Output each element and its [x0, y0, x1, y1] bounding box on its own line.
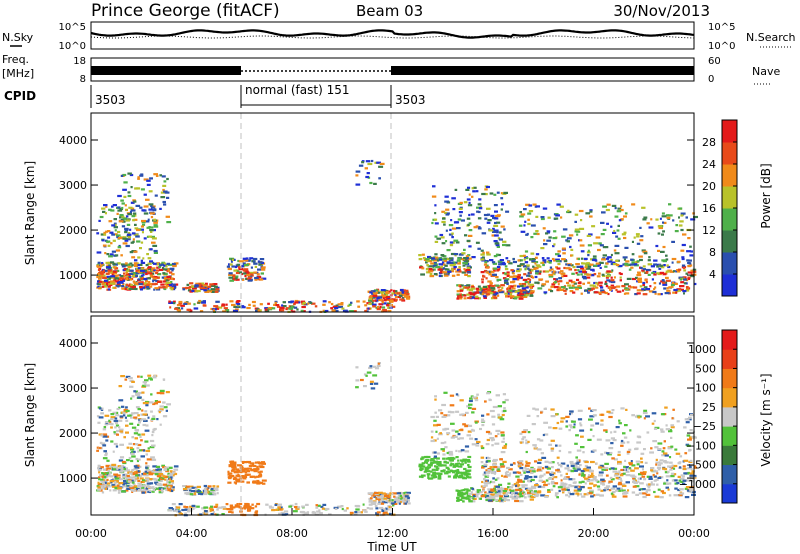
colorbar-swatch [722, 274, 737, 297]
colorbar-swatch [722, 483, 737, 504]
colorbar-tick-label: 1000 [688, 343, 716, 356]
power-panel: 1000 2000 3000 4000 Slant Range [km] 4 8 12 16… [23, 112, 773, 313]
x-tick-label: 00:00 [678, 527, 710, 540]
cpid-segment-3: 3503 [395, 93, 426, 107]
colorbar-tick-label: −1000 [679, 478, 716, 491]
x-tick-label: 08:00 [276, 527, 308, 540]
y-tick-label: 2000 [59, 427, 87, 440]
colorbar-swatch [722, 164, 737, 187]
colorbar-tick-label: 100 [695, 382, 716, 395]
colorbar-tick-label: 16 [702, 202, 716, 215]
colorbar-swatch [722, 208, 737, 231]
colorbar-swatch [722, 252, 737, 275]
cpid-segment-1: 3503 [95, 93, 126, 107]
x-tick-label: 12:00 [377, 527, 409, 540]
velocity-y-axis-label: Slant Range [km] [23, 363, 37, 467]
y-tick-label: 4000 [59, 134, 87, 147]
cpid-segment-2: normal (fast) 151 [245, 83, 349, 97]
freq-bar-2 [391, 66, 694, 75]
x-tick-label: 00:00 [75, 527, 107, 540]
power-colorbar-label: Power [dB] [759, 163, 773, 228]
cpid-label: CPID [4, 89, 36, 103]
colorbar-swatch [722, 445, 737, 466]
colorbar-tick-label: 24 [702, 158, 716, 171]
colorbar-tick-label: 12 [702, 224, 716, 237]
x-tick-label: 04:00 [176, 527, 208, 540]
colorbar-swatch [722, 120, 737, 143]
beam-title: Beam 03 [356, 2, 423, 20]
power-y-axis-label: Slant Range [km] [23, 161, 37, 265]
colorbar-swatch [722, 230, 737, 253]
freq-unit-label: [MHz] [2, 67, 34, 80]
velocity-colorbar-label: Velocity [m s⁻¹] [759, 373, 773, 466]
noise-right-tick-bottom: 10^0 [708, 41, 735, 52]
station-title: Prince George (fitACF) [91, 1, 280, 21]
noise-search-label: N.Search [746, 31, 796, 44]
colorbar-swatch [722, 186, 737, 209]
noise-search-line [90, 35, 695, 39]
colorbar-swatch [722, 368, 737, 389]
x-axis-label: Time UT [366, 540, 417, 554]
colorbar-tick-label: −100 [686, 439, 716, 452]
colorbar-tick-label: 25 [702, 401, 716, 414]
freq-bar-1 [91, 66, 241, 75]
freq-left-tick-top: 18 [73, 56, 86, 67]
colorbar-swatch [722, 349, 737, 369]
y-tick-label: 4000 [59, 337, 87, 350]
velocity-scatter-field [96, 362, 697, 517]
colorbar-swatch [722, 406, 737, 427]
y-tick-label: 1000 [59, 269, 87, 282]
noise-sky-line [90, 29, 695, 39]
y-tick-label: 3000 [59, 382, 87, 395]
power-scatter-field [96, 159, 698, 313]
colorbar-swatch [722, 387, 737, 408]
freq-left-tick-bottom: 8 [80, 74, 86, 85]
x-tick-label: 20:00 [578, 527, 610, 540]
noise-left-tick-top: 10^5 [59, 22, 86, 33]
noise-panel: N.Sky 10^5 10^0 10^5 10^0 N.Search [2, 21, 796, 52]
colorbar-swatch [722, 142, 737, 165]
y-tick-label: 2000 [59, 224, 87, 237]
nave-right-tick-bottom: 0 [708, 74, 714, 85]
colorbar-swatch [722, 330, 737, 350]
colorbar-tick-label: 8 [709, 246, 716, 259]
cpid-panel: CPID 3503 normal (fast) 151 3503 [4, 83, 426, 108]
colorbar-tick-label: 20 [702, 180, 716, 193]
colorbar-tick-label: 28 [702, 136, 716, 149]
x-tick-label: 16:00 [477, 527, 509, 540]
date-title: 30/Nov/2013 [613, 2, 710, 20]
colorbar-swatch [722, 426, 737, 446]
noise-right-tick-top: 10^5 [708, 22, 735, 33]
y-tick-label: 3000 [59, 179, 87, 192]
colorbar-tick-label: 500 [695, 362, 716, 375]
colorbar-tick-label: −500 [686, 459, 716, 472]
nave-right-tick-top: 60 [708, 56, 721, 67]
noise-sky-label: N.Sky [2, 31, 34, 44]
frequency-panel: Freq. [MHz] 18 8 60 0 Nave [2, 53, 780, 85]
colorbar-tick-label: −25 [693, 420, 716, 433]
power-colorbar: 4 8 12 16 20 24 28 [702, 119, 738, 297]
nave-label: Nave [752, 65, 780, 78]
colorbar-swatch [722, 464, 737, 485]
freq-label: Freq. [2, 53, 29, 66]
velocity-panel: 1000 2000 3000 4000 00:00 04:00 08:00 12:00 16:… [23, 315, 773, 554]
colorbar-tick-label: 4 [709, 268, 716, 281]
noise-left-tick-bottom: 10^0 [59, 41, 86, 52]
y-tick-label: 1000 [59, 472, 87, 485]
velocity-colorbar: 1000 500 100 25 −25 −100 −500 −1000 [679, 329, 738, 504]
